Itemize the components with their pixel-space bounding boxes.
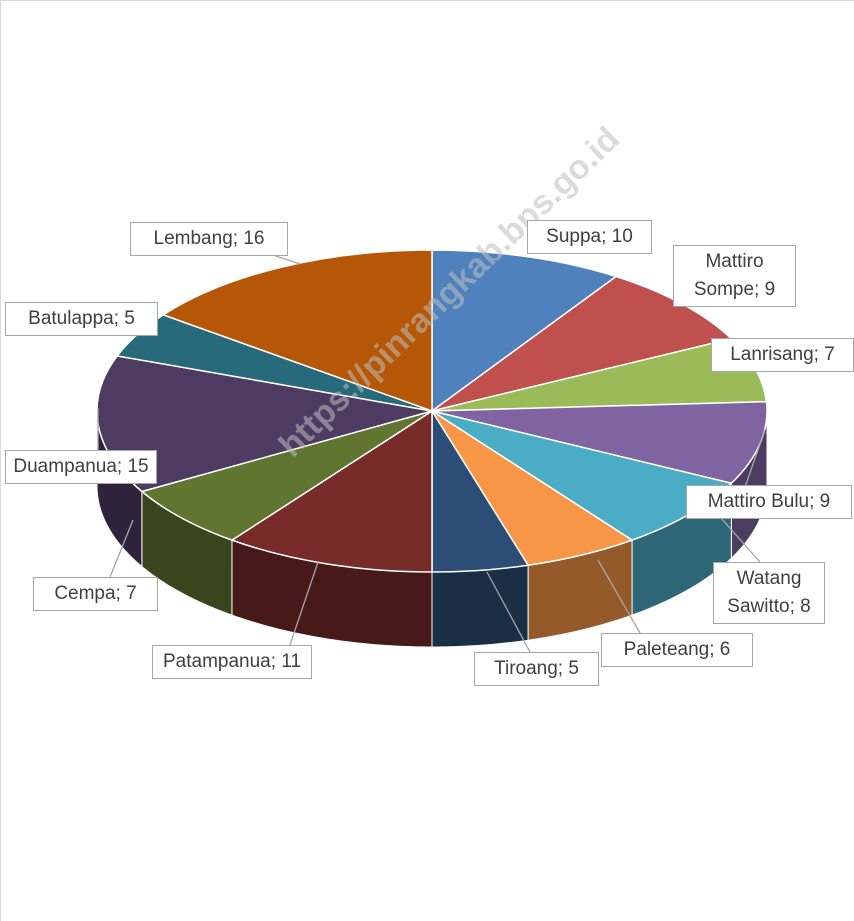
data-label: Mattiro Sompe; 9 [673,245,796,307]
data-label: Mattiro Bulu; 9 [686,485,852,519]
pie-slice [161,249,433,413]
data-label: Lembang; 16 [130,222,288,256]
leader-line [289,561,319,646]
data-label: Lanrisang; 7 [711,338,854,372]
data-label: Suppa; 10 [527,220,652,254]
leader-line [744,429,766,488]
data-label: Watang Sawitto; 8 [713,562,825,624]
data-label: Cempa; 7 [33,577,158,611]
pie-slice-side [431,564,529,648]
data-label: Batulappa; 5 [5,302,158,336]
leader-line [486,571,531,653]
data-label: Paleteang; 6 [601,633,753,667]
data-label: Duampanua; 15 [5,450,157,484]
pie-tops [96,249,768,573]
pie-slice [230,409,433,573]
leader-line [597,559,641,634]
data-label: Patampanua; 11 [152,645,312,679]
leader-lines [97,253,766,653]
pie-slice [140,410,433,541]
leader-line [109,519,134,578]
data-label: Tiroang; 5 [474,652,599,686]
pie-slice [431,249,618,413]
